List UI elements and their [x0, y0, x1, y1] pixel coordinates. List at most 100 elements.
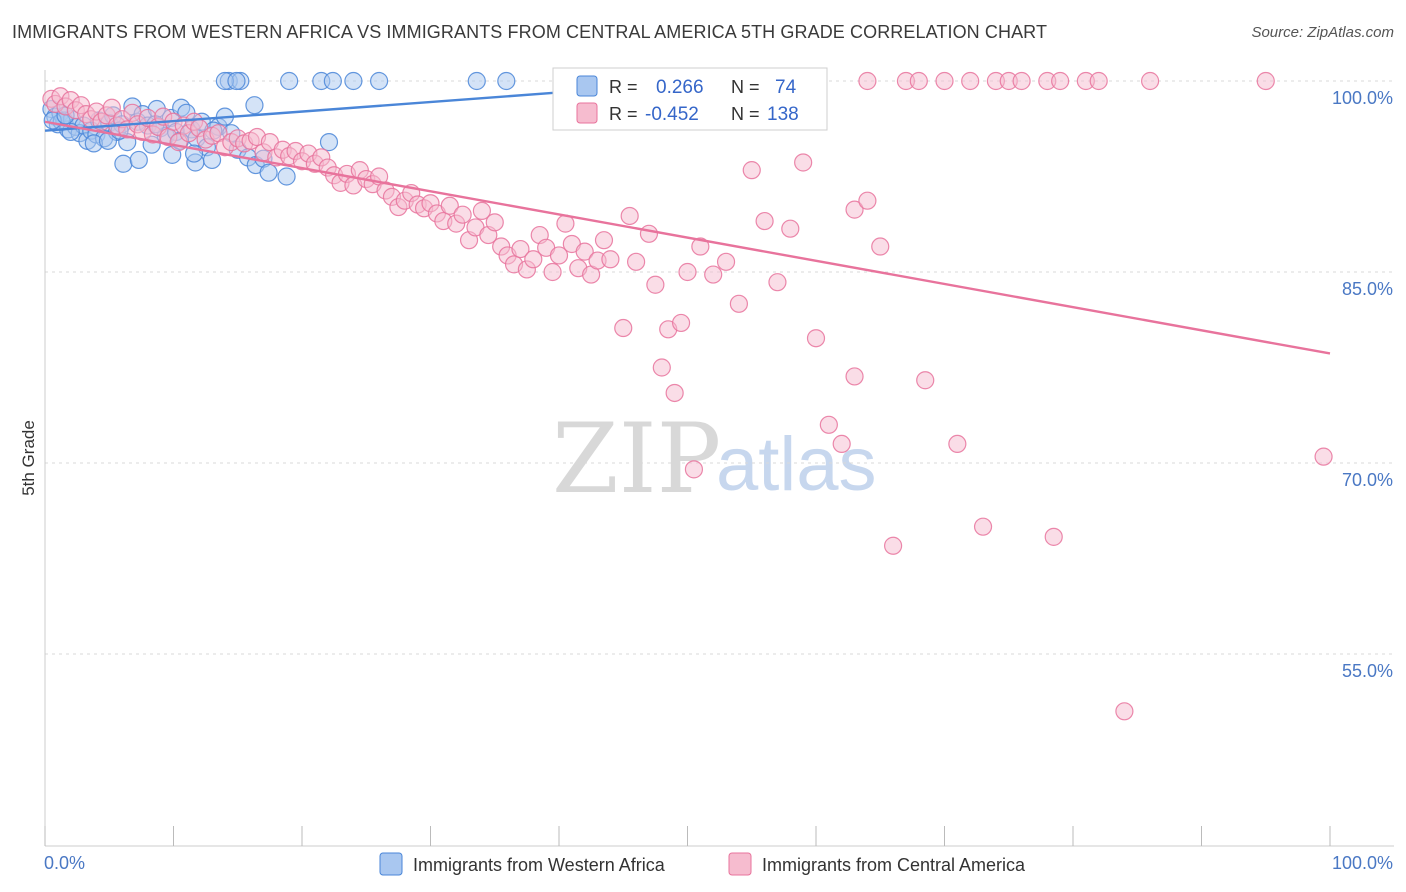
stats-swatch-western-africa	[576, 75, 598, 97]
stats-r-label-2: R =	[609, 104, 638, 124]
point-s1-85	[549, 246, 569, 265]
point-s1-105	[704, 265, 723, 284]
point-s1-108	[742, 161, 761, 180]
x-tick-label-min: 0.0%	[44, 853, 85, 873]
point-s1-70	[453, 205, 472, 224]
point-s1-129	[1140, 71, 1160, 91]
legend-label-western-africa: Immigrants from Western Africa	[413, 855, 666, 875]
point-s1-138	[684, 460, 704, 479]
chart-source: Source: ZipAtlas.com	[1251, 24, 1394, 41]
stats-n-label-1: N =	[731, 77, 760, 97]
y-tick-label-1: 85.0%	[1342, 279, 1393, 299]
point-s1-89	[575, 242, 594, 261]
point-s1-118	[871, 237, 890, 256]
point-s1-112	[794, 153, 813, 172]
stats-r-value-2: -0.452	[645, 104, 699, 125]
point-s1-117	[858, 191, 877, 210]
point-s1-113	[806, 329, 826, 348]
stats-box: R = 0.266 N = 74 R = -0.452 N = 138	[552, 67, 828, 131]
point-s1-114	[819, 415, 838, 434]
point-s0-65	[344, 71, 363, 91]
point-s1-116	[845, 200, 864, 219]
watermark-zip: ZIP	[552, 403, 721, 515]
point-s1-94	[614, 318, 633, 338]
point-s1-144	[1115, 702, 1134, 721]
stats-r-value-1: 0.266	[656, 77, 704, 98]
x-tick-labels: 0.0% 100.0%	[44, 853, 1393, 873]
point-s1-130	[1256, 71, 1275, 91]
point-s1-142	[973, 517, 993, 536]
stats-swatch-central-america	[576, 102, 598, 124]
point-s1-95	[620, 206, 639, 226]
point-s0-40	[114, 154, 133, 173]
series-1-points	[42, 71, 1333, 721]
y-tick-labels: 100.0% 85.0% 70.0% 55.0%	[1332, 88, 1393, 681]
point-s1-121	[961, 71, 980, 91]
point-s1-141	[948, 434, 967, 453]
point-s1-109	[755, 211, 774, 231]
point-s1-81	[524, 250, 543, 269]
stats-n-label-2: N =	[731, 104, 760, 124]
point-s1-143	[1044, 527, 1063, 546]
point-s0-49	[277, 167, 296, 186]
point-s1-119	[883, 536, 903, 555]
point-s1-68	[440, 196, 459, 215]
point-s1-104	[691, 237, 710, 256]
point-s0-68	[497, 71, 516, 91]
point-s1-96	[626, 252, 646, 271]
y-tick-label-2: 70.0%	[1342, 470, 1393, 490]
point-s1-101	[665, 383, 684, 403]
point-s1-106	[716, 252, 736, 271]
watermark-atlas: atlas	[716, 422, 877, 507]
point-s0-41	[129, 150, 148, 170]
point-s1-97	[639, 224, 659, 243]
x-tick-label-max: 100.0%	[1332, 853, 1393, 873]
y-axis-label: 5th Grade	[19, 420, 38, 496]
legend-swatch-central-america	[728, 852, 752, 876]
point-s0-70	[319, 133, 339, 152]
point-s1-137	[909, 71, 928, 91]
point-s1-93	[601, 250, 620, 269]
stats-r-label-1: R =	[609, 77, 638, 97]
point-s0-67	[467, 71, 486, 91]
point-s0-64	[323, 71, 342, 91]
point-s1-103	[678, 262, 697, 282]
point-s1-139	[845, 367, 864, 386]
point-s1-111	[781, 219, 800, 238]
point-s1-135	[858, 71, 877, 91]
point-s1-107	[729, 294, 749, 313]
stats-n-value-1: 74	[775, 77, 797, 98]
y-tick-label-3: 55.0%	[1342, 661, 1393, 681]
point-s1-99	[652, 358, 671, 377]
point-s1-145	[1314, 447, 1333, 466]
point-s0-66	[370, 71, 389, 91]
chart-title: IMMIGRANTS FROM WESTERN AFRICA VS IMMIGR…	[12, 22, 1048, 42]
point-s0-48	[259, 163, 278, 182]
point-s1-84	[543, 262, 562, 282]
point-s1-75	[485, 213, 504, 232]
y-tick-label-0: 100.0%	[1332, 88, 1393, 108]
stats-n-value-2: 138	[767, 104, 799, 125]
watermark: ZIP atlas	[552, 403, 877, 515]
point-s1-128	[1089, 71, 1108, 91]
trend-line-0	[44, 91, 560, 132]
point-s1-110	[768, 273, 787, 292]
point-s1-120	[935, 71, 954, 91]
point-s1-140	[916, 371, 935, 390]
legend-swatch-western-africa	[379, 852, 403, 876]
point-s1-73	[472, 201, 491, 220]
point-s1-98	[646, 275, 665, 294]
point-s1-115	[832, 434, 851, 453]
point-s0-69	[245, 96, 264, 115]
data-points	[42, 71, 1333, 721]
point-s1-12	[102, 98, 121, 117]
legend: Immigrants from Western Africa Immigrant…	[379, 852, 1026, 876]
point-s1-124	[1012, 71, 1031, 91]
legend-label-central-america: Immigrants from Central America	[762, 855, 1026, 875]
axes	[44, 70, 1394, 847]
point-s1-102	[671, 313, 691, 333]
point-s1-92	[594, 231, 614, 250]
x-tick-marks	[44, 826, 1331, 846]
point-s0-62	[280, 71, 299, 91]
